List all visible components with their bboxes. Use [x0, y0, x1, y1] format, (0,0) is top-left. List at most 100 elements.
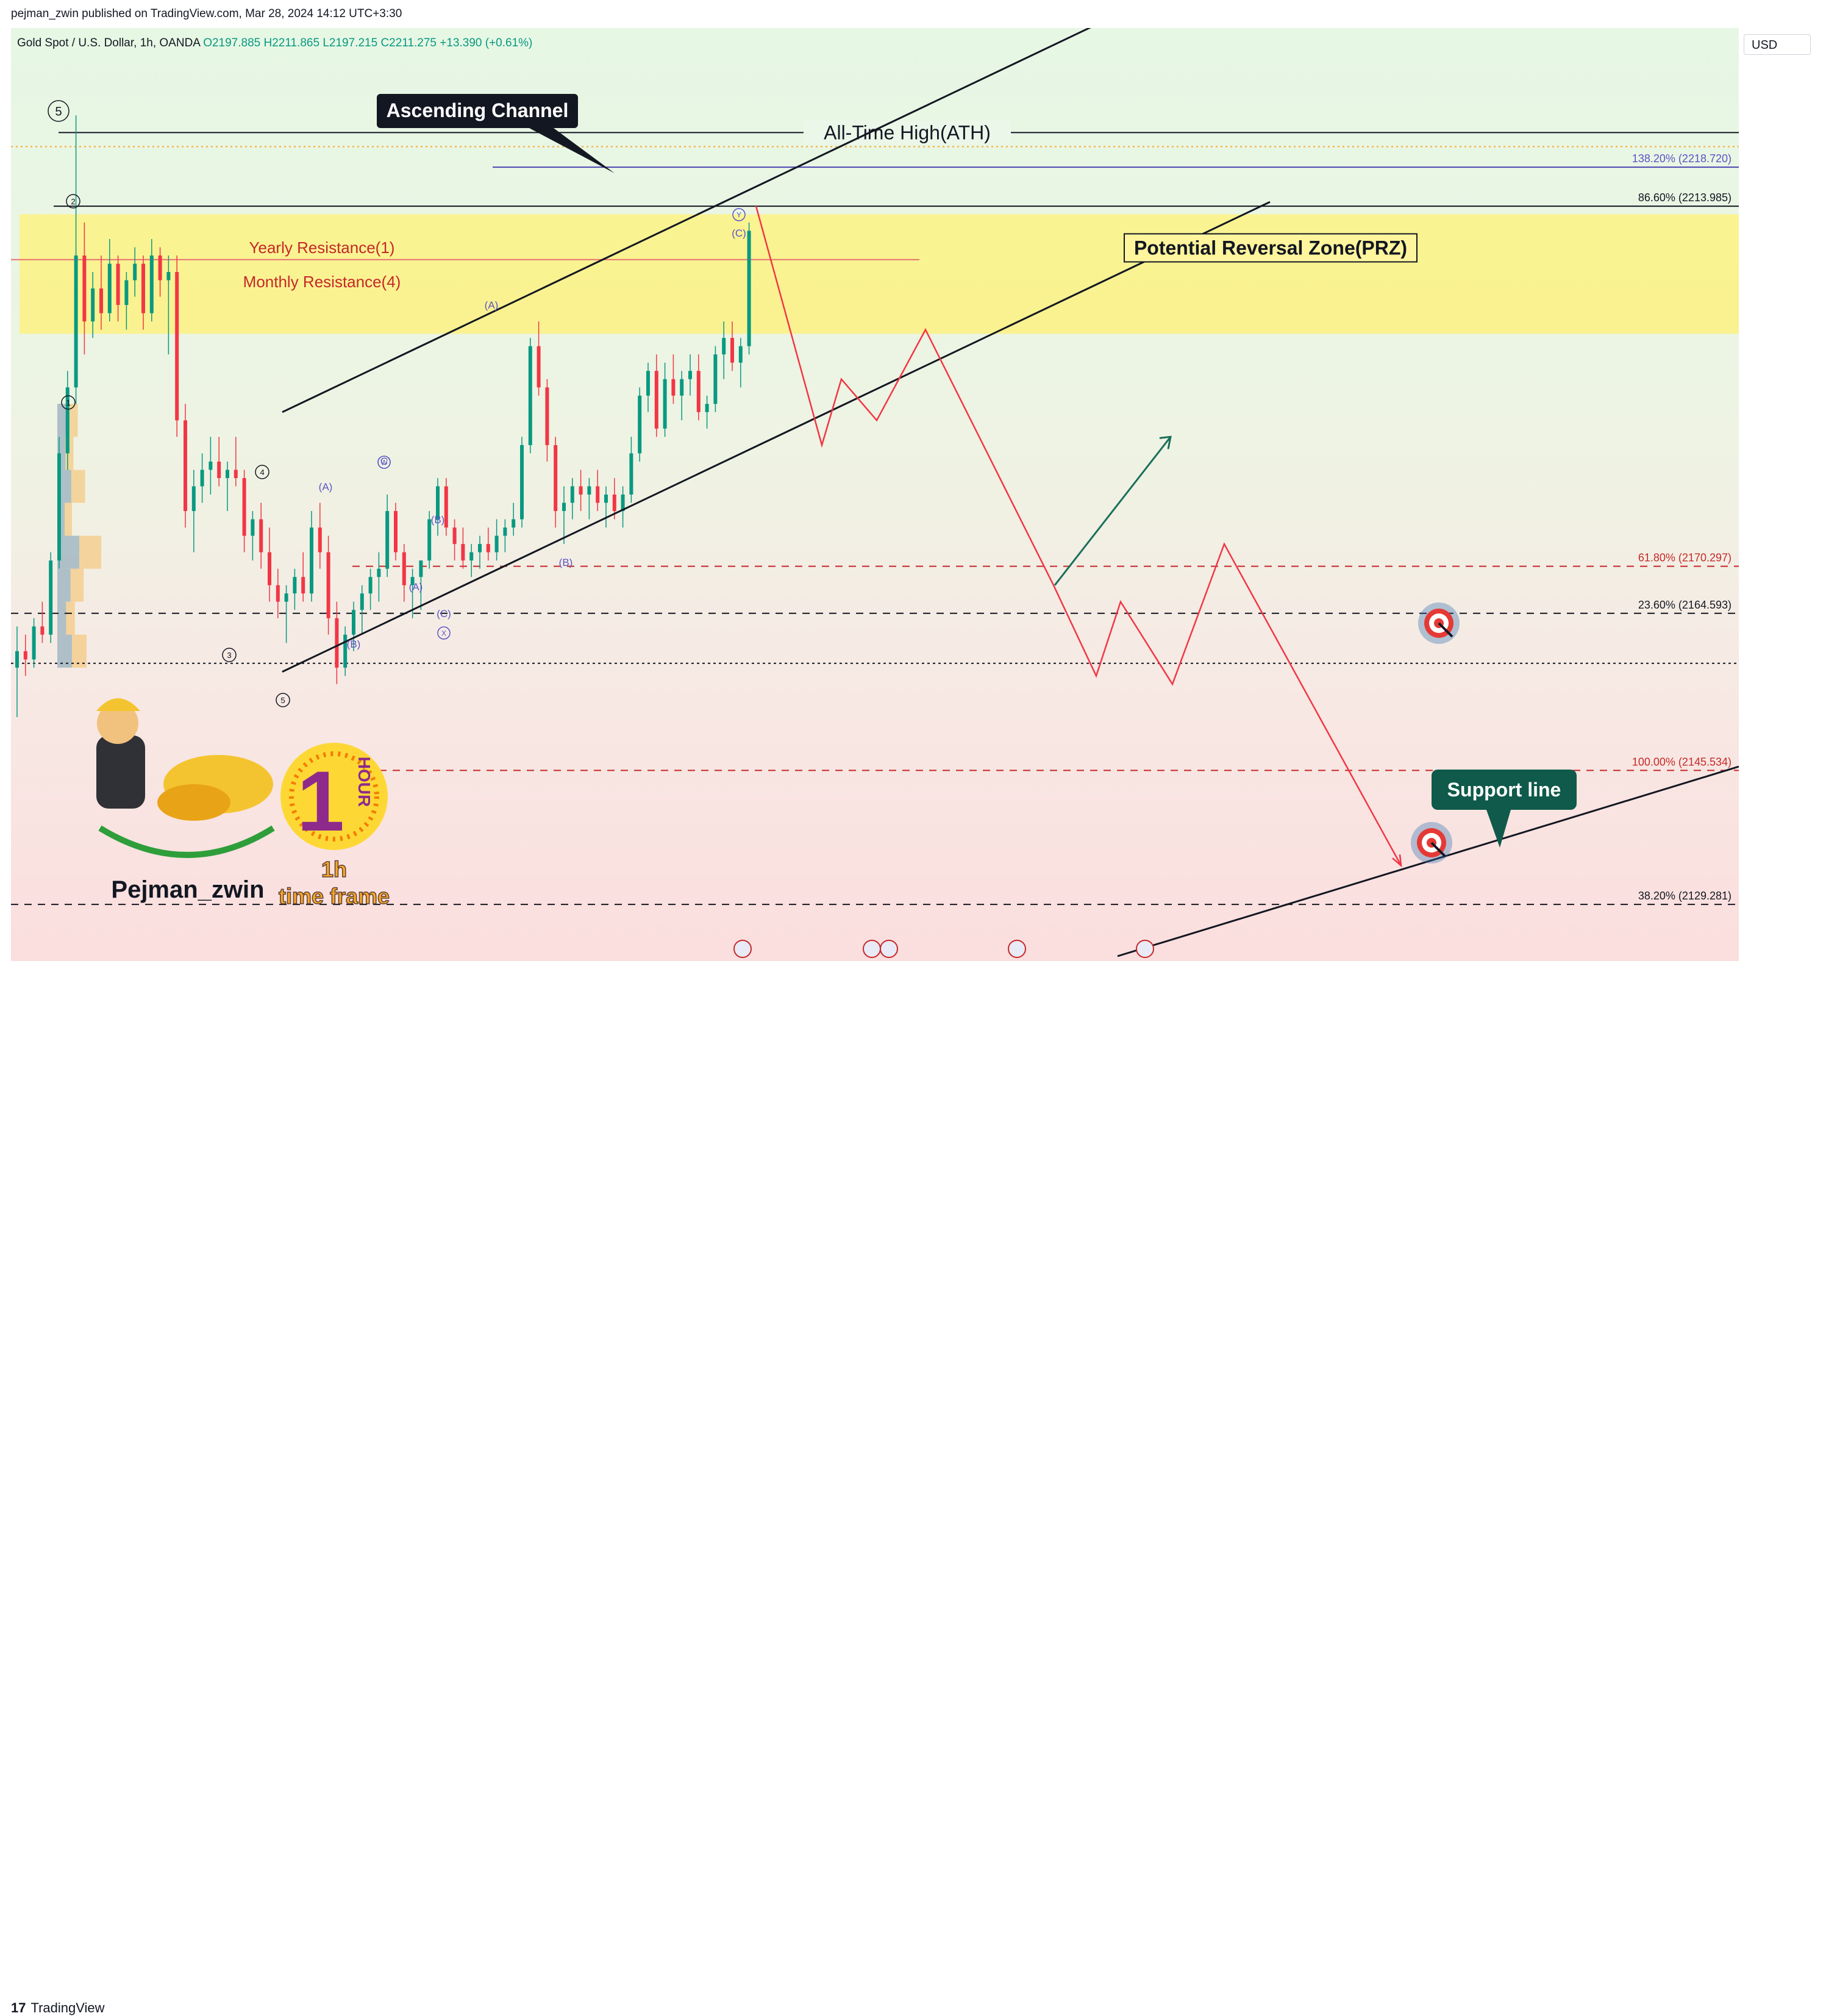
bull-arrow — [1054, 436, 1172, 586]
candle[interactable] — [478, 544, 482, 552]
candle[interactable] — [705, 404, 709, 412]
candle[interactable] — [730, 338, 734, 363]
event-flag-icon[interactable] — [1136, 940, 1154, 958]
candle[interactable] — [436, 486, 440, 520]
candle[interactable] — [166, 272, 171, 281]
candle[interactable] — [116, 263, 120, 306]
candle[interactable] — [377, 568, 381, 577]
candle[interactable] — [15, 651, 19, 668]
candle[interactable] — [368, 577, 373, 594]
candle[interactable] — [49, 560, 53, 635]
candle[interactable] — [738, 346, 743, 363]
candle[interactable] — [537, 346, 541, 388]
candle[interactable] — [629, 453, 633, 495]
candle[interactable] — [579, 486, 583, 495]
candle[interactable] — [512, 519, 516, 528]
candle[interactable] — [688, 371, 692, 379]
candle[interactable] — [587, 486, 591, 495]
event-flag-icon[interactable] — [880, 940, 898, 958]
candle[interactable] — [158, 255, 162, 281]
candle[interactable] — [133, 263, 137, 281]
candle[interactable] — [335, 618, 339, 668]
candle[interactable] — [82, 255, 87, 322]
candle[interactable] — [604, 495, 608, 503]
currency-selector[interactable]: USD — [1744, 34, 1811, 55]
candle[interactable] — [259, 519, 263, 552]
candle[interactable] — [554, 445, 558, 512]
candle[interactable] — [638, 395, 642, 454]
candle[interactable] — [74, 255, 78, 388]
candle[interactable] — [352, 610, 355, 635]
candle[interactable] — [452, 527, 457, 545]
candle[interactable] — [419, 560, 423, 577]
candle[interactable] — [65, 387, 70, 454]
candle[interactable] — [107, 263, 112, 313]
candle[interactable] — [545, 387, 549, 445]
candle[interactable] — [486, 544, 490, 552]
candle[interactable] — [343, 634, 348, 668]
candle[interactable] — [402, 552, 406, 585]
candle[interactable] — [596, 486, 600, 503]
tradingview-brand[interactable]: 17 TradingView — [11, 2000, 105, 2016]
ath-label: All-Time High(ATH) — [824, 121, 991, 143]
candle[interactable] — [444, 486, 448, 528]
candle[interactable] — [226, 470, 229, 478]
candle[interactable] — [562, 502, 566, 512]
candle[interactable] — [276, 585, 280, 602]
event-flag-icon[interactable] — [863, 940, 881, 958]
candle[interactable] — [747, 231, 751, 346]
candle[interactable] — [318, 527, 322, 552]
candle[interactable] — [394, 511, 398, 552]
candle[interactable] — [310, 527, 313, 594]
candle[interactable] — [141, 263, 145, 313]
candle[interactable] — [191, 486, 196, 512]
candle[interactable] — [326, 552, 330, 618]
candle[interactable] — [410, 577, 415, 585]
candle[interactable] — [184, 420, 187, 512]
candle[interactable] — [646, 371, 650, 396]
candle[interactable] — [360, 593, 364, 610]
candle[interactable] — [663, 379, 667, 429]
candle[interactable] — [494, 535, 499, 552]
candle[interactable] — [175, 272, 179, 421]
candle[interactable] — [23, 651, 27, 660]
candle[interactable] — [612, 495, 616, 512]
candle[interactable] — [251, 519, 255, 536]
candle[interactable] — [217, 461, 221, 478]
candle[interactable] — [570, 486, 574, 503]
chart-canvas[interactable]: Yearly Resistance(1) Monthly Resistance(4… — [11, 28, 1739, 961]
candle[interactable] — [696, 371, 701, 412]
candle[interactable] — [469, 552, 474, 561]
candle[interactable] — [209, 461, 213, 470]
author-smile-arc — [98, 825, 275, 858]
event-flag-icon[interactable] — [1008, 940, 1026, 958]
candle[interactable] — [242, 477, 246, 536]
candle[interactable] — [268, 552, 271, 585]
event-flag-icon[interactable] — [733, 940, 752, 958]
candle[interactable] — [621, 495, 625, 512]
candle[interactable] — [99, 288, 103, 313]
candle[interactable] — [284, 593, 288, 602]
candle[interactable] — [713, 354, 718, 404]
candle[interactable] — [40, 626, 45, 635]
chart-plot-area[interactable]: Yearly Resistance(1) Monthly Resistance(4… — [11, 28, 1739, 961]
candle[interactable] — [722, 338, 726, 355]
candle[interactable] — [91, 288, 95, 322]
candle[interactable] — [149, 255, 154, 313]
candle[interactable] — [200, 470, 204, 487]
candle[interactable] — [654, 371, 658, 429]
candle[interactable] — [234, 470, 238, 478]
candle[interactable] — [124, 280, 129, 306]
candle[interactable] — [385, 511, 390, 569]
candle[interactable] — [680, 379, 684, 396]
candle[interactable] — [293, 577, 297, 594]
candle[interactable] — [503, 527, 507, 536]
candle[interactable] — [671, 379, 676, 396]
candle[interactable] — [520, 445, 524, 520]
candle[interactable] — [427, 519, 432, 561]
candle[interactable] — [301, 577, 305, 594]
candle[interactable] — [57, 453, 61, 561]
candle[interactable] — [32, 626, 36, 660]
candle[interactable] — [461, 544, 465, 561]
candle[interactable] — [528, 346, 532, 445]
